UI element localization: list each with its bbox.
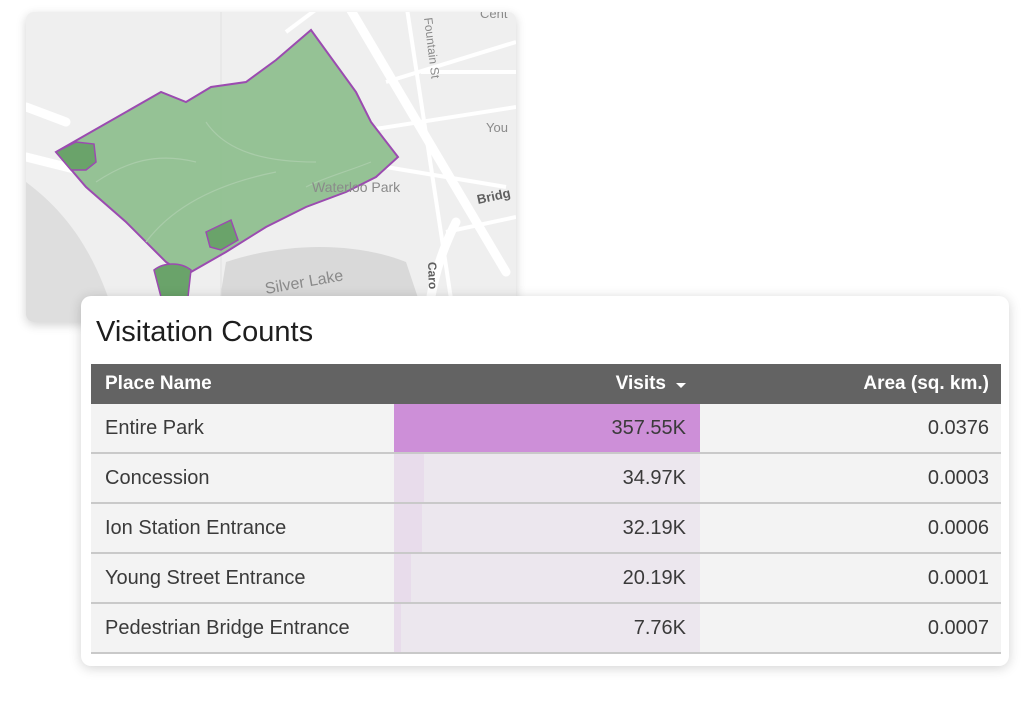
cell-visits: 32.19K	[394, 504, 700, 552]
visits-bar-track	[394, 454, 700, 502]
map-canvas[interactable]: Cent Fountain St You Waterloo Park Bridg…	[26, 12, 516, 322]
visits-bar	[394, 554, 412, 602]
header-place-name[interactable]: Place Name	[105, 373, 212, 394]
table-row[interactable]: Young Street Entrance 20.19K 0.0001	[91, 554, 1001, 604]
header-visits-label: Visits	[615, 373, 666, 394]
map-label-caro: Caro	[425, 262, 440, 290]
cell-visits-value: 34.97K	[622, 467, 686, 489]
cell-place-name: Concession	[105, 467, 210, 489]
cell-visits: 34.97K	[394, 454, 700, 502]
table-row[interactable]: Entire Park 357.55K 0.0376	[91, 404, 1001, 454]
map-label-top: Cent	[480, 12, 508, 21]
cell-area: 0.0376	[927, 417, 989, 439]
visits-bar-track	[394, 504, 700, 552]
cell-visits-value: 32.19K	[622, 517, 686, 539]
cell-visits-value: 20.19K	[622, 567, 686, 589]
cell-place-name: Young Street Entrance	[105, 567, 306, 589]
cell-place-name: Entire Park	[105, 417, 204, 439]
cell-area: 0.0007	[927, 617, 989, 639]
cell-area: 0.0001	[927, 567, 989, 589]
cell-visits-value: 357.55K	[611, 417, 686, 439]
visits-bar-track	[394, 554, 700, 602]
visits-bar	[394, 504, 422, 552]
table-header-row: Place Name Visits Area (sq. km.)	[91, 364, 1001, 404]
map-view[interactable]: Cent Fountain St You Waterloo Park Bridg…	[26, 12, 516, 322]
cell-visits: 7.76K	[394, 604, 700, 652]
visits-bar	[394, 404, 700, 452]
table-row[interactable]: Ion Station Entrance 32.19K 0.0006	[91, 504, 1001, 554]
visitation-table-card: Visitation Counts Place Name Visits Area…	[81, 296, 1009, 666]
header-visits[interactable]: Visits	[394, 373, 700, 395]
cell-visits: 357.55K	[394, 404, 700, 452]
table-title: Visitation Counts	[96, 316, 314, 348]
cell-place-name: Ion Station Entrance	[105, 517, 287, 539]
cell-area: 0.0003	[927, 467, 989, 489]
cell-area: 0.0006	[927, 517, 989, 539]
caret-down-icon[interactable]	[676, 382, 686, 388]
map-label-park: Waterloo Park	[312, 179, 401, 195]
table-row[interactable]: Concession 34.97K 0.0003	[91, 454, 1001, 504]
map-label-young: You	[486, 120, 508, 135]
visits-bar-track	[394, 604, 700, 652]
header-area[interactable]: Area (sq. km.)	[863, 373, 989, 394]
cell-place-name: Pedestrian Bridge Entrance	[105, 617, 350, 639]
table-row[interactable]: Pedestrian Bridge Entrance 7.76K 0.0007	[91, 604, 1001, 654]
visitation-table: Place Name Visits Area (sq. km.) Entire …	[91, 364, 1001, 654]
map-label-bridge: Bridg	[476, 185, 512, 207]
visits-bar	[394, 604, 401, 652]
cell-visits: 20.19K	[394, 554, 700, 602]
cell-visits-value: 7.76K	[633, 617, 686, 639]
visits-bar	[394, 454, 424, 502]
